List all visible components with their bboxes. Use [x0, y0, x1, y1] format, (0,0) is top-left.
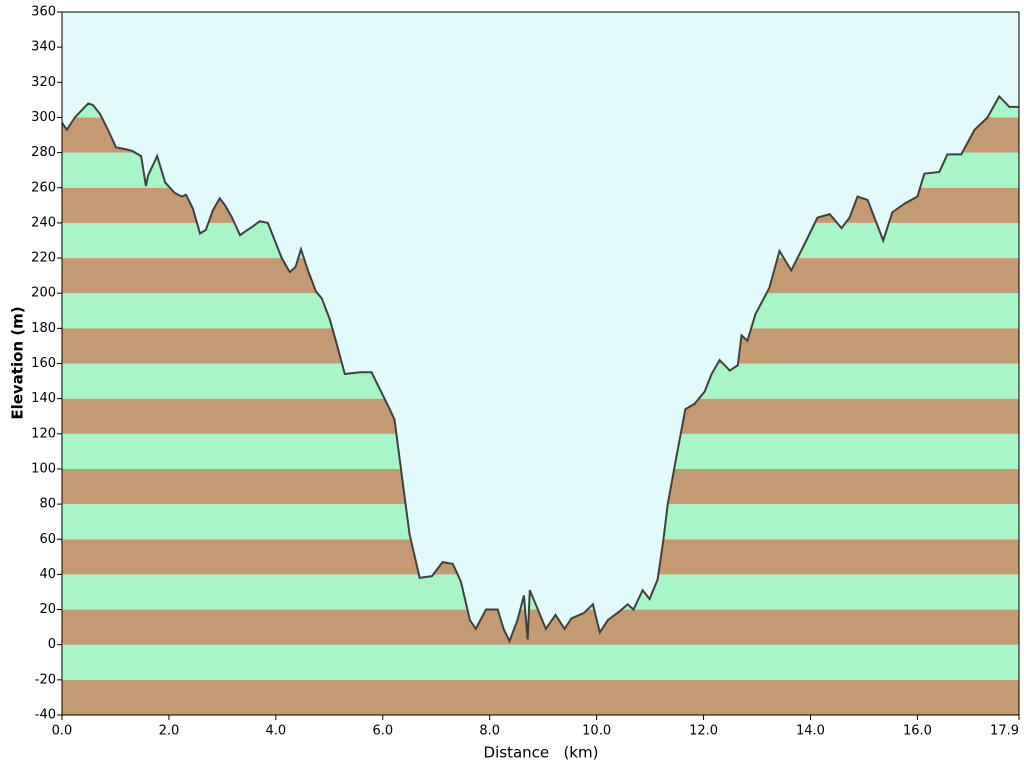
y-tick-label: 0 [48, 637, 56, 652]
band [62, 679, 1019, 715]
y-tick-label: 300 [31, 110, 56, 125]
y-tick-label: 320 [31, 75, 56, 90]
y-axis-label: Elevation (m) [9, 306, 27, 419]
x-tick-label: 16.0 [903, 724, 932, 739]
x-tick-label: 6.0 [372, 724, 393, 739]
y-tick-label: 360 [31, 5, 56, 20]
y-tick-label: 200 [31, 286, 56, 301]
x-axis-label: Distance (km) [484, 744, 599, 762]
y-tick-label: 160 [31, 356, 56, 371]
x-tick-label: 4.0 [266, 724, 287, 739]
x-tick-label: 17.9 [990, 724, 1019, 739]
y-tick-label: 180 [31, 321, 56, 336]
y-tick-label: 220 [31, 251, 56, 266]
x-tick-label: 14.0 [796, 724, 825, 739]
x-tick-label: 10.0 [582, 724, 611, 739]
y-tick-label: 260 [31, 180, 56, 195]
x-tick-label: 2.0 [159, 724, 180, 739]
x-tick-label: 8.0 [479, 724, 500, 739]
y-tick-label: 100 [31, 461, 56, 476]
y-tick-label: 280 [31, 145, 56, 160]
y-tick-label: 20 [39, 602, 56, 617]
y-tick-label: 80 [39, 497, 56, 512]
x-tick-label: 12.0 [689, 724, 718, 739]
y-tick-label: 140 [31, 391, 56, 406]
y-tick-label: -40 [35, 708, 56, 723]
y-tick-label: -20 [35, 672, 56, 687]
y-tick-label: 340 [31, 40, 56, 55]
y-tick-label: 240 [31, 215, 56, 230]
band [62, 644, 1019, 680]
y-tick-label: 40 [39, 567, 56, 582]
x-tick-label: 0.0 [52, 724, 73, 739]
profile-line [61, 94, 1019, 644]
y-tick-label: 60 [39, 532, 56, 547]
y-tick-label: 120 [31, 426, 56, 441]
